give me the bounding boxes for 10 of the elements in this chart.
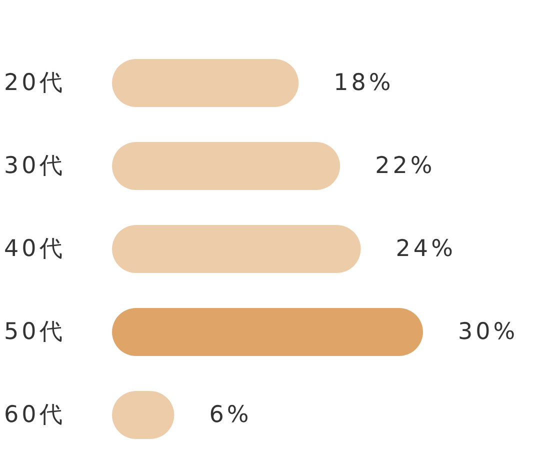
data-label: 24%	[396, 236, 456, 262]
category-label: 40代	[4, 236, 66, 262]
category-label: 50代	[4, 319, 66, 345]
data-label: 22%	[375, 153, 436, 179]
data-label: 18%	[334, 70, 394, 96]
data-label: 30%	[458, 319, 518, 345]
category-label: 30代	[4, 153, 66, 179]
data-label: 6%	[209, 402, 252, 428]
category-label: 20代	[4, 70, 66, 96]
category-label: 60代	[4, 402, 66, 428]
